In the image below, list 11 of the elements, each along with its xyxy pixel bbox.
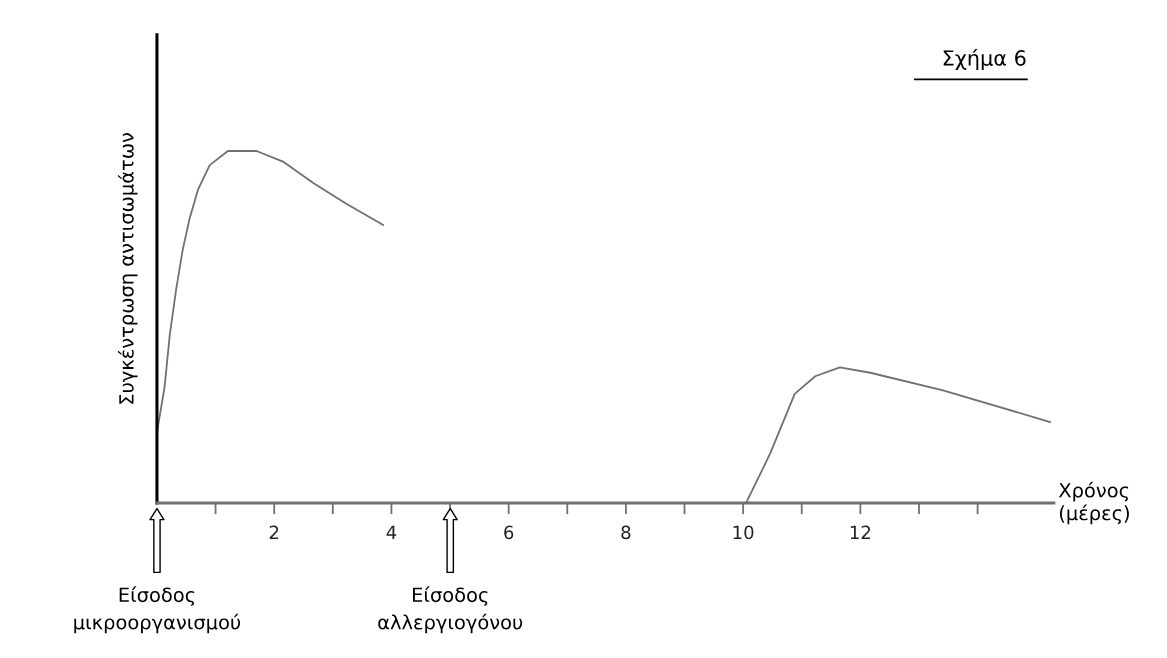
text: Είσοδος μικροοργανισμού: [74, 586, 241, 634]
x-axis-title: Χρόνος (μέρες): [1058, 481, 1129, 525]
chart-title: Σχήμα 6: [943, 48, 1026, 70]
x-tick-label: 8: [621, 525, 631, 540]
text: Είσοδος αλλεργιογόνου: [378, 586, 523, 634]
y-axis-title: Συγκέντρωση αντισωμάτων: [117, 133, 138, 404]
x-tick-label: 6: [504, 525, 514, 540]
x-tick-label: 12: [850, 525, 871, 539]
x-tick-label: 4: [386, 525, 397, 539]
x-tick-label: 10: [733, 525, 754, 540]
x-tick-label: 2: [269, 525, 279, 539]
